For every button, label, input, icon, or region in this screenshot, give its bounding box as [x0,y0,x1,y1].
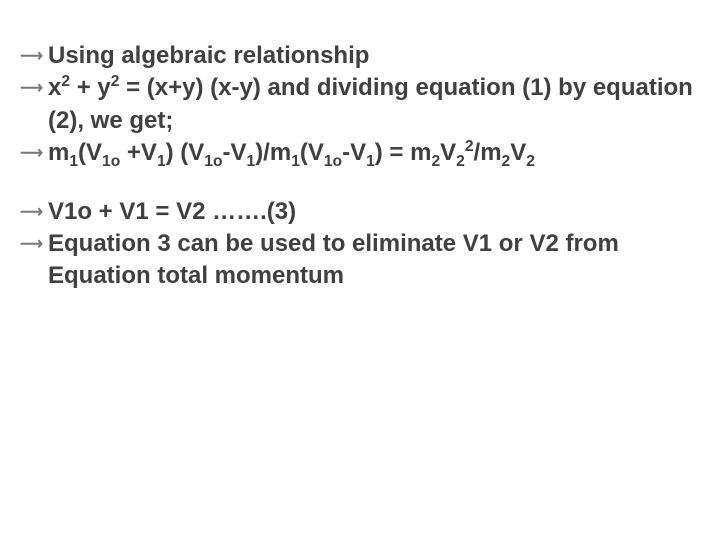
text-run: -V [342,139,366,166]
subscript: 1 [69,153,78,170]
subscript: 2 [431,153,440,170]
text-run: +V [120,139,157,166]
text-run: = (x+y) (x-y) and dividing equation (1) … [48,74,693,133]
text-run: m [48,139,69,166]
bullet-item: ⟶ Using algebraic relationship [20,40,700,72]
bullet-text: x2 + y2 = (x+y) (x-y) and dividing equat… [48,72,700,137]
bullet-marker-icon: ⟶ [20,196,48,224]
bullet-item: ⟶ m1(V1o +V1) (V1o-V1)/m1(V1o-V1) = m2V2… [20,137,700,169]
bullet-item: ⟶ Equation 3 can be used to eliminate V1… [20,228,700,293]
bullet-item: ⟶ x2 + y2 = (x+y) (x-y) and dividing equ… [20,72,700,137]
text-run: /m [474,139,502,166]
bullet-text: Using algebraic relationship [48,40,700,72]
subscript: 2 [502,153,511,170]
text-run: V [440,139,456,166]
text-run: (V [300,139,324,166]
text-run: ) = m [375,139,432,166]
bullet-text: V1o + V1 = V2 …….(3) [48,196,700,228]
text-run: ) (V [166,139,205,166]
subscript: 1 [291,153,300,170]
bullet-text: Equation 3 can be used to eliminate V1 o… [48,228,700,293]
bullet-text: m1(V1o +V1) (V1o-V1)/m1(V1o-V1) = m2V22/… [48,137,700,169]
subscript: 1o [204,153,222,170]
subscript: 1 [247,153,256,170]
subscript: 1 [366,153,375,170]
text-run: -V [223,139,247,166]
text-run: )/m [255,139,291,166]
text-run: V [510,139,526,166]
bullet-marker-icon: ⟶ [20,228,48,256]
subscript: 1 [157,153,166,170]
bullet-group-1: ⟶ Using algebraic relationship ⟶ x2 + y2… [20,40,700,170]
subscript: 2 [456,153,465,170]
superscript: 2 [61,73,70,90]
bullet-group-2: ⟶ V1o + V1 = V2 …….(3) ⟶ Equation 3 can … [20,196,700,293]
bullet-item: ⟶ V1o + V1 = V2 …….(3) [20,196,700,228]
text-run: + y [70,74,111,101]
bullet-marker-icon: ⟶ [20,72,48,100]
bullet-marker-icon: ⟶ [20,137,48,165]
subscript: 2 [526,153,535,170]
superscript: 2 [465,138,474,155]
text-run: x [48,74,61,101]
text-run: (V [78,139,102,166]
subscript: 1o [102,153,120,170]
bullet-marker-icon: ⟶ [20,40,48,68]
subscript: 1o [324,153,342,170]
